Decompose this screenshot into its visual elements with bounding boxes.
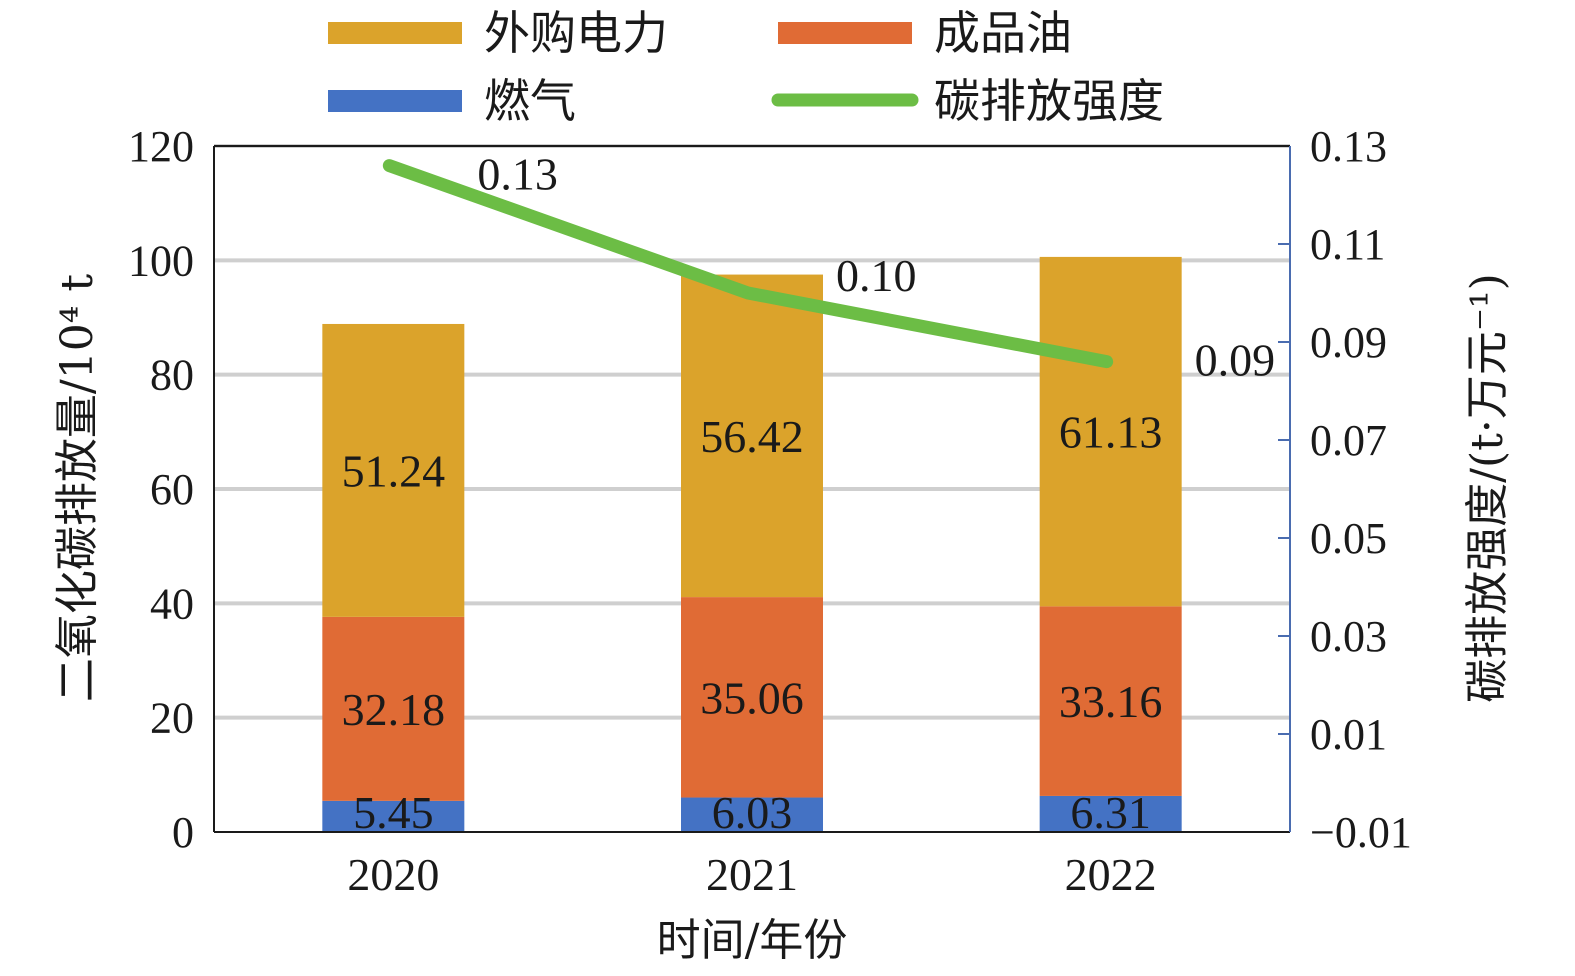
bar-segment [681,274,823,598]
bar-segment [1039,256,1182,607]
x-axis-title: 时间/年份 [657,915,848,966]
bar-value-label: 5.45 [353,787,434,838]
x-tick-label: 2022 [1065,849,1157,900]
stacked-bars [322,256,1182,832]
intensity-value-label: 0.13 [477,149,558,200]
intensity-point [747,292,749,294]
y-tick-label: 0 [172,808,194,857]
legend-label: 燃气 [484,74,576,128]
y2-tick-label: 0.09 [1310,318,1387,367]
y-tick-label: 60 [150,465,194,514]
axes: 0 20 40 60 80 100 120 −0.01 0.01 0.03 0.05 0.07 0.09… [128,122,1412,900]
bar-value-label: 6.31 [1070,787,1151,838]
y-axis-title: 二氧化碳排放量/10⁴ t [52,274,103,702]
legend-label: 碳排放强度 [934,74,1164,128]
intensity-value-label: 0.09 [1195,335,1276,386]
legend-swatch [328,90,462,112]
bar-segment [681,797,823,832]
intensity-point [388,164,391,167]
y-tick-label: 120 [128,122,194,171]
y2-tick-label: 0.03 [1310,612,1387,661]
y2-tick-label: 0.01 [1310,710,1387,759]
bar-segment [1039,795,1182,832]
bar-value-label: 33.16 [1059,676,1163,727]
bar-segment [322,616,465,801]
y-tick-label: 40 [150,579,194,628]
y2-tick-label: 0.13 [1310,122,1387,171]
y-tick-label: 100 [128,236,194,285]
x-tick-label: 2020 [347,849,439,900]
x-tick-label: 2021 [706,849,798,900]
bar-segment [1039,606,1182,796]
bar-segment [322,323,465,617]
bar-segment [322,800,465,832]
bar-value-label: 32.18 [342,684,446,735]
y2-axis-title: 碳排放强度/(t·万元⁻¹) [1462,273,1513,703]
bar-value-label: 35.06 [700,672,804,723]
y-tick-label: 20 [150,694,194,743]
legend-swatch [778,22,912,44]
bar-value-label: 51.24 [342,445,446,496]
y-tick-label: 80 [150,351,194,400]
y2-tick-label: 0.05 [1310,514,1387,563]
intensity-value-label: 0.10 [836,250,917,301]
y2-tick-label: −0.01 [1310,808,1412,857]
bar-segment [681,597,823,798]
legend-swatch [328,22,462,44]
data-labels: 5.45 32.18 51.24 6.03 35.06 56.42 6.31 33.16 61.… [342,149,1276,838]
legend-label: 成品油 [934,6,1072,60]
y2-tick-label: 0.07 [1310,416,1387,465]
bar-value-label: 56.42 [700,411,804,462]
y2-tick-label: 0.11 [1310,220,1385,269]
intensity-line-layer [382,159,1114,369]
intensity-point [1105,360,1108,363]
bar-value-label: 61.13 [1059,407,1163,458]
bar-value-label: 6.03 [712,787,793,838]
legend-label: 外购电力 [484,6,668,60]
